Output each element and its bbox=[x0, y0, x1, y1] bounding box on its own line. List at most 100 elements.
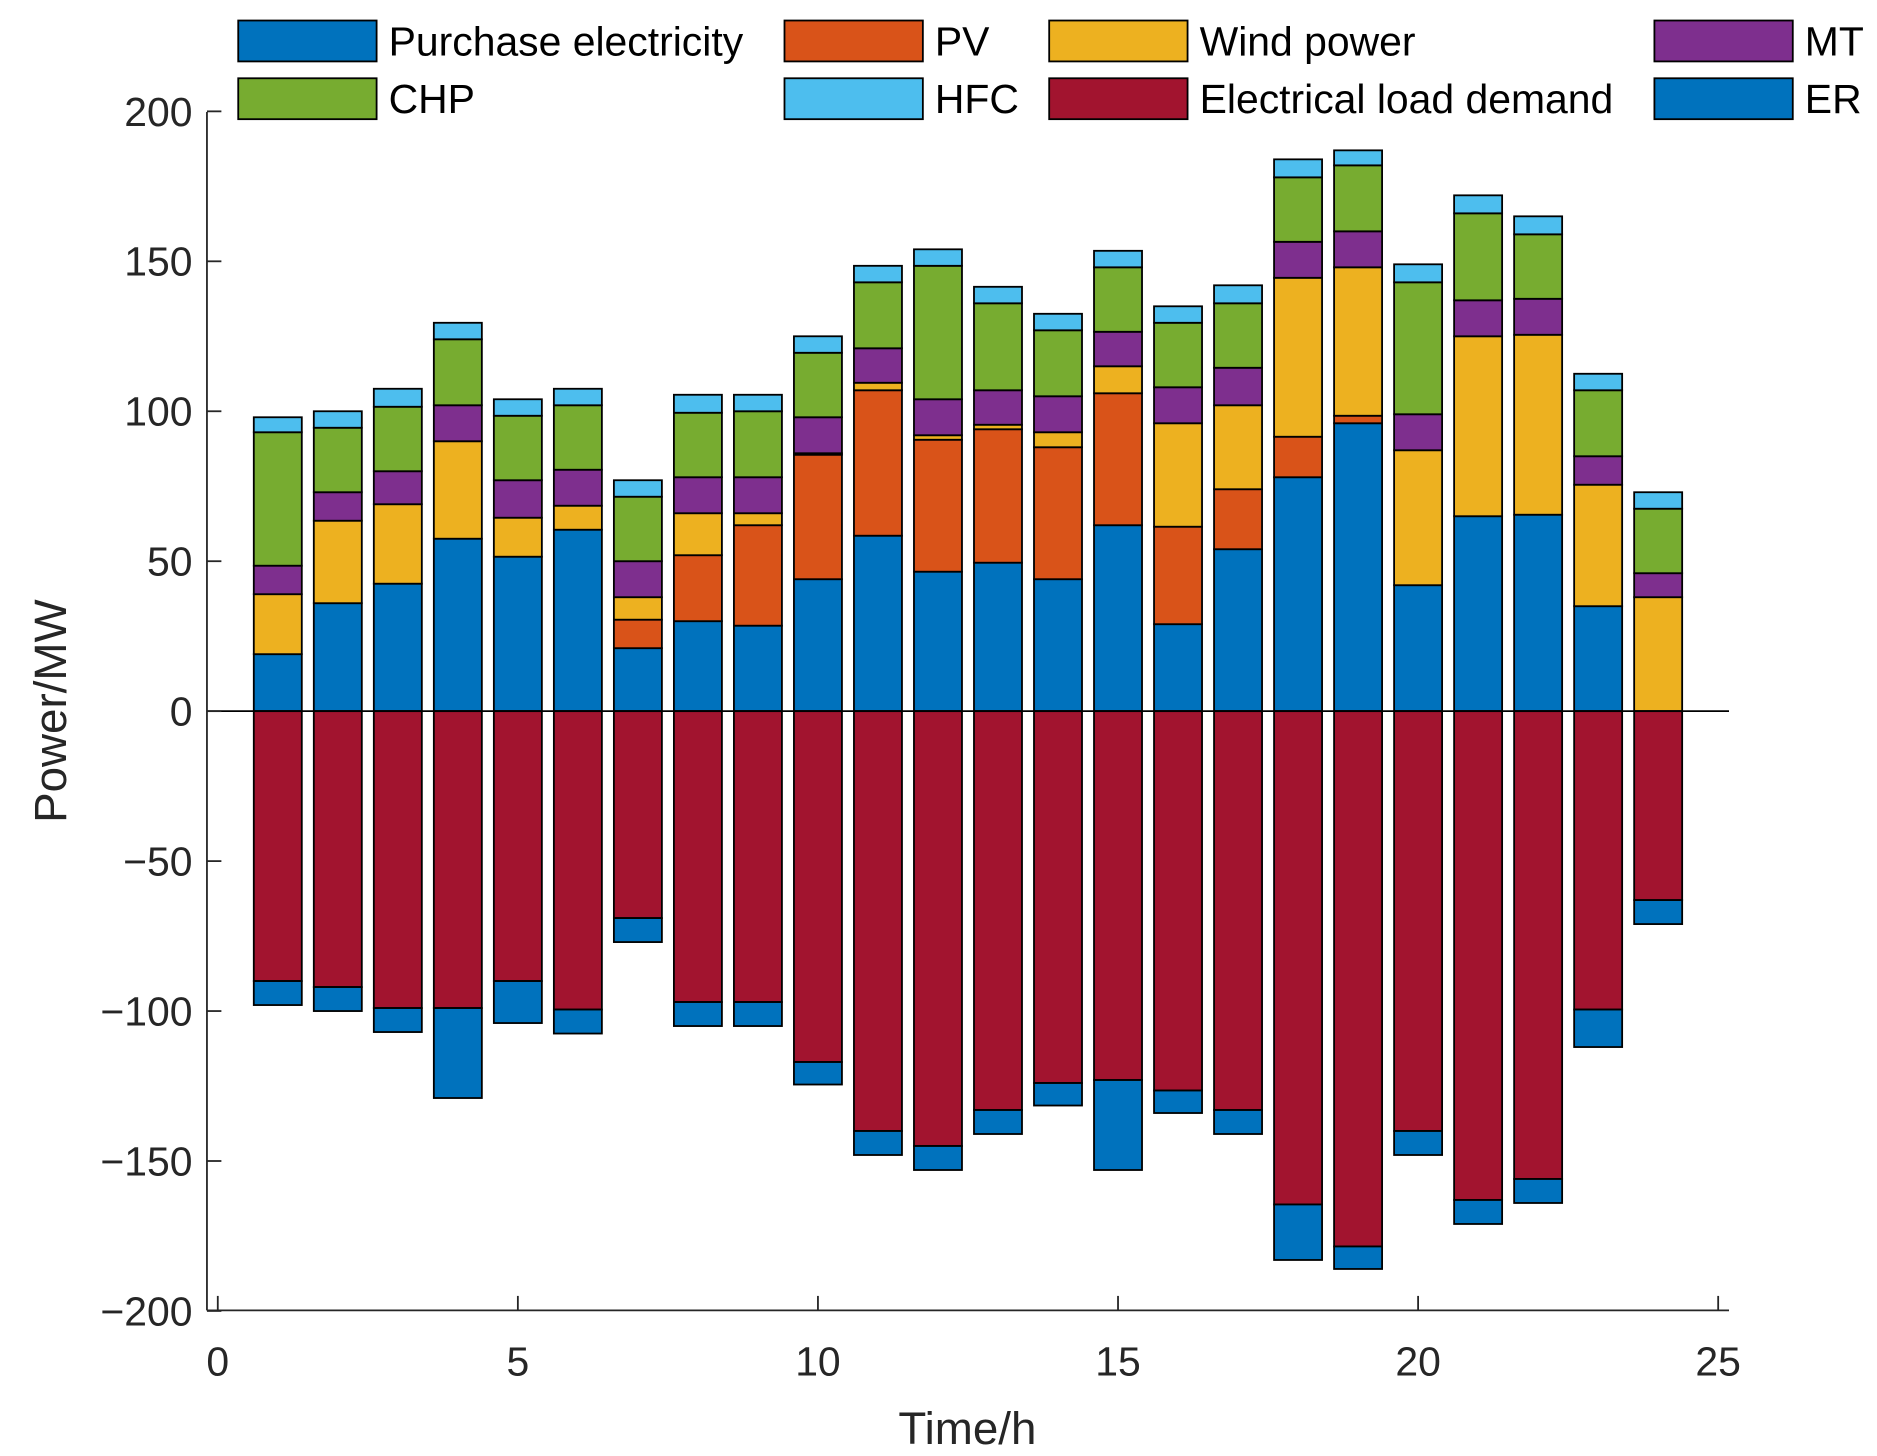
bar-mt-5 bbox=[492, 479, 543, 519]
bar-electrical-load-demand-4 bbox=[432, 710, 483, 1009]
bar-er-8 bbox=[672, 1001, 723, 1027]
bar-wind-power-24 bbox=[1633, 596, 1684, 713]
bar-electrical-load-demand-5 bbox=[492, 710, 543, 982]
x-tick-label: 20 bbox=[1395, 1338, 1440, 1384]
bar-purchase-electricity-11 bbox=[853, 534, 903, 713]
bar-chp-19 bbox=[1333, 164, 1383, 233]
legend-label-pv: PV bbox=[935, 18, 990, 64]
bar-chp-8 bbox=[672, 411, 723, 479]
x-tick-label: 10 bbox=[795, 1338, 840, 1384]
bar-mt-7 bbox=[612, 560, 663, 599]
bar-hfc-8 bbox=[672, 393, 723, 414]
bar-mt-17 bbox=[1213, 366, 1263, 407]
bar-hfc-10 bbox=[793, 335, 843, 354]
bar-er-13 bbox=[973, 1109, 1023, 1135]
y-tick-label: 0 bbox=[170, 689, 193, 735]
bar-electrical-load-demand-24 bbox=[1633, 710, 1684, 901]
bar-electrical-load-demand-10 bbox=[793, 710, 843, 1063]
bar-hfc-19 bbox=[1333, 149, 1383, 167]
bar-chp-22 bbox=[1513, 233, 1564, 300]
bar-wind-power-4 bbox=[432, 440, 483, 540]
bar-hfc-17 bbox=[1213, 284, 1263, 305]
bar-chp-7 bbox=[612, 495, 663, 563]
bar-er-5 bbox=[492, 980, 543, 1024]
bar-wind-power-6 bbox=[552, 504, 603, 531]
bar-hfc-12 bbox=[913, 248, 963, 267]
bar-chp-24 bbox=[1633, 507, 1684, 575]
bar-wind-power-8 bbox=[672, 512, 723, 557]
bar-wind-power-21 bbox=[1453, 335, 1504, 518]
bar-chp-10 bbox=[793, 351, 843, 419]
bar-hfc-16 bbox=[1153, 305, 1203, 324]
bar-chp-16 bbox=[1153, 321, 1203, 389]
bar-pv-17 bbox=[1213, 488, 1263, 551]
bar-electrical-load-demand-20 bbox=[1393, 710, 1444, 1132]
bar-er-20 bbox=[1393, 1130, 1444, 1156]
bar-hfc-18 bbox=[1273, 158, 1323, 179]
legend-label-hfc: HFC bbox=[935, 76, 1019, 122]
bar-purchase-electricity-4 bbox=[432, 537, 483, 713]
legend-label-wind-power: Wind power bbox=[1200, 18, 1416, 64]
bar-wind-power-5 bbox=[492, 516, 543, 558]
bar-er-7 bbox=[612, 917, 663, 943]
bar-purchase-electricity-15 bbox=[1093, 524, 1143, 713]
bar-er-23 bbox=[1573, 1008, 1624, 1048]
bar-pv-13 bbox=[973, 428, 1023, 564]
bar-er-17 bbox=[1213, 1109, 1263, 1135]
bar-er-6 bbox=[552, 1008, 603, 1035]
bar-mt-2 bbox=[312, 491, 363, 522]
bar-wind-power-14 bbox=[1033, 431, 1083, 449]
legend-swatch-hfc bbox=[783, 77, 924, 121]
bar-er-10 bbox=[793, 1061, 843, 1086]
bar-electrical-load-demand-14 bbox=[1033, 710, 1083, 1084]
bar-mt-14 bbox=[1033, 395, 1083, 434]
bar-hfc-4 bbox=[432, 321, 483, 341]
bar-wind-power-1 bbox=[252, 593, 303, 656]
bar-wind-power-3 bbox=[372, 503, 423, 585]
bar-purchase-electricity-7 bbox=[612, 647, 663, 713]
bar-mt-11 bbox=[853, 347, 903, 384]
bar-electrical-load-demand-6 bbox=[552, 710, 603, 1011]
bar-purchase-electricity-2 bbox=[312, 602, 363, 713]
bar-electrical-load-demand-17 bbox=[1213, 710, 1263, 1111]
bar-hfc-14 bbox=[1033, 312, 1083, 332]
bar-mt-20 bbox=[1393, 413, 1444, 452]
y-tick-label: −200 bbox=[100, 1288, 192, 1334]
bar-purchase-electricity-1 bbox=[252, 653, 303, 713]
bar-chp-13 bbox=[973, 302, 1023, 392]
bar-er-2 bbox=[312, 986, 363, 1012]
bar-electrical-load-demand-21 bbox=[1453, 710, 1504, 1201]
bar-electrical-load-demand-23 bbox=[1573, 710, 1624, 1011]
bar-purchase-electricity-9 bbox=[733, 624, 783, 713]
bar-purchase-electricity-5 bbox=[492, 555, 543, 713]
bar-pv-9 bbox=[733, 524, 783, 627]
bar-mt-19 bbox=[1333, 230, 1383, 269]
legend-swatch-pv bbox=[783, 19, 924, 63]
bar-purchase-electricity-18 bbox=[1273, 476, 1323, 713]
bar-wind-power-22 bbox=[1513, 333, 1564, 516]
bar-mt-6 bbox=[552, 468, 603, 507]
bar-mt-3 bbox=[372, 470, 423, 506]
bar-hfc-6 bbox=[552, 387, 603, 407]
bar-hfc-3 bbox=[372, 387, 423, 408]
bar-pv-11 bbox=[853, 389, 903, 537]
bar-chp-23 bbox=[1573, 389, 1624, 458]
bar-er-19 bbox=[1333, 1245, 1383, 1270]
bar-mt-8 bbox=[672, 476, 723, 515]
bar-er-9 bbox=[733, 1001, 783, 1027]
y-tick-label: 200 bbox=[124, 89, 192, 135]
bar-purchase-electricity-16 bbox=[1153, 623, 1203, 713]
bar-hfc-20 bbox=[1393, 263, 1444, 284]
bar-er-22 bbox=[1513, 1178, 1564, 1204]
bar-electrical-load-demand-8 bbox=[672, 710, 723, 1003]
x-tick-label: 0 bbox=[206, 1338, 229, 1384]
bar-mt-15 bbox=[1093, 330, 1143, 368]
bar-chp-3 bbox=[372, 405, 423, 473]
bar-purchase-electricity-22 bbox=[1513, 513, 1564, 713]
bar-hfc-24 bbox=[1633, 491, 1684, 510]
y-tick-label: −100 bbox=[100, 988, 192, 1034]
bar-electrical-load-demand-9 bbox=[733, 710, 783, 1003]
bar-electrical-load-demand-13 bbox=[973, 710, 1023, 1111]
bar-er-3 bbox=[372, 1007, 423, 1033]
legend-label-chp: CHP bbox=[389, 76, 475, 122]
